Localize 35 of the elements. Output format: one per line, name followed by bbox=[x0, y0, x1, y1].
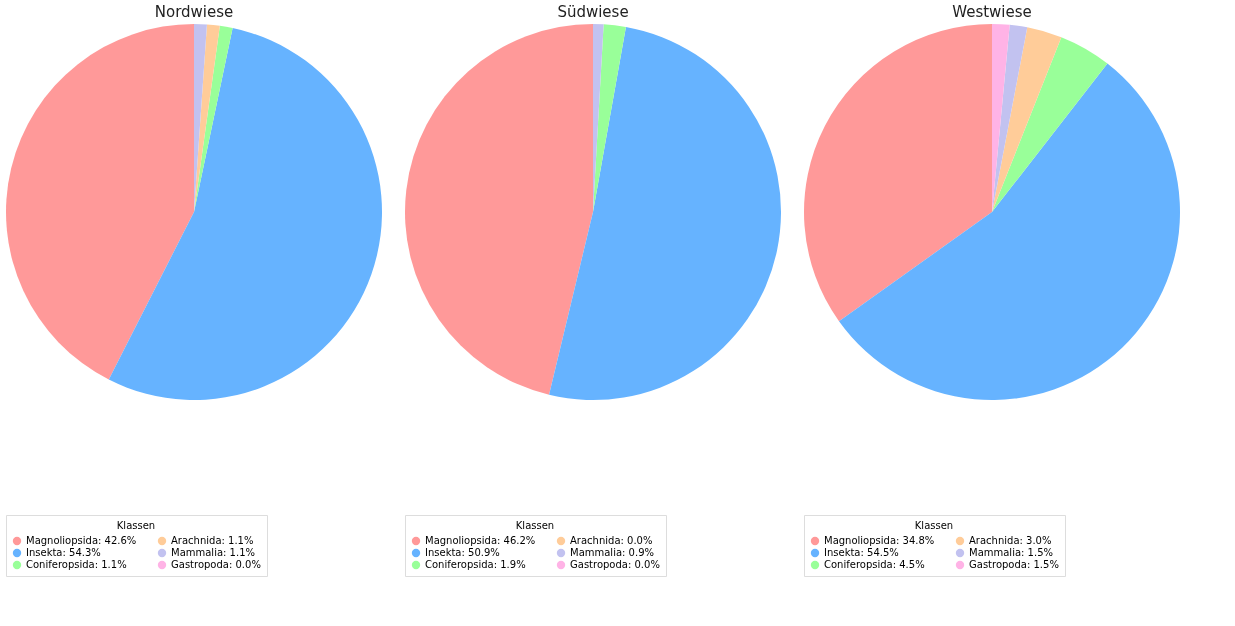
legend-label: Magnoliopsida: 46.2% bbox=[425, 535, 536, 546]
legend-title: Klassen bbox=[914, 520, 954, 531]
pie-slice bbox=[549, 26, 781, 400]
pie-slice bbox=[992, 37, 1108, 212]
legend-label: Gastropoda: 1.5% bbox=[969, 559, 1059, 570]
legend-label: Insekta: 50.9% bbox=[425, 547, 500, 558]
pie-slice bbox=[992, 27, 1062, 212]
pie-slice bbox=[6, 24, 194, 380]
pie-slice bbox=[992, 24, 1028, 212]
legend-label: Insekta: 54.5% bbox=[824, 547, 899, 558]
chart-title: Südwiese bbox=[557, 3, 629, 21]
pie-slice bbox=[839, 63, 1180, 400]
legend-title: Klassen bbox=[116, 520, 156, 531]
legend-title: Klassen bbox=[515, 520, 555, 531]
legend-label: Coniferopsida: 1.1% bbox=[26, 559, 127, 570]
pie-slice bbox=[405, 24, 593, 395]
pie-slice bbox=[194, 25, 233, 212]
legend-label: Mammalia: 1.1% bbox=[171, 547, 256, 558]
legend-label: Mammalia: 1.5% bbox=[969, 547, 1054, 558]
legend-label: Arachnida: 1.1% bbox=[171, 535, 254, 546]
legend-label: Arachnida: 0.0% bbox=[570, 535, 653, 546]
legend-label: Gastropoda: 0.0% bbox=[570, 559, 660, 570]
chart-title: Nordwiese bbox=[154, 3, 234, 21]
legend-label: Magnoliopsida: 34.8% bbox=[824, 535, 935, 546]
legend-label: Mammalia: 0.9% bbox=[570, 547, 655, 558]
pie-slice bbox=[593, 24, 626, 212]
legend-label: Magnoliopsida: 42.6% bbox=[26, 535, 137, 546]
legend-label: Coniferopsida: 1.9% bbox=[425, 559, 526, 570]
legend-label: Insekta: 54.3% bbox=[26, 547, 101, 558]
legend-label: Arachnida: 3.0% bbox=[969, 535, 1052, 546]
pie-slice bbox=[804, 24, 992, 322]
legend-label: Coniferopsida: 4.5% bbox=[824, 559, 925, 570]
legend-label: Gastropoda: 0.0% bbox=[171, 559, 261, 570]
chart-title: Westwiese bbox=[952, 3, 1032, 21]
pie-slice bbox=[108, 28, 382, 400]
